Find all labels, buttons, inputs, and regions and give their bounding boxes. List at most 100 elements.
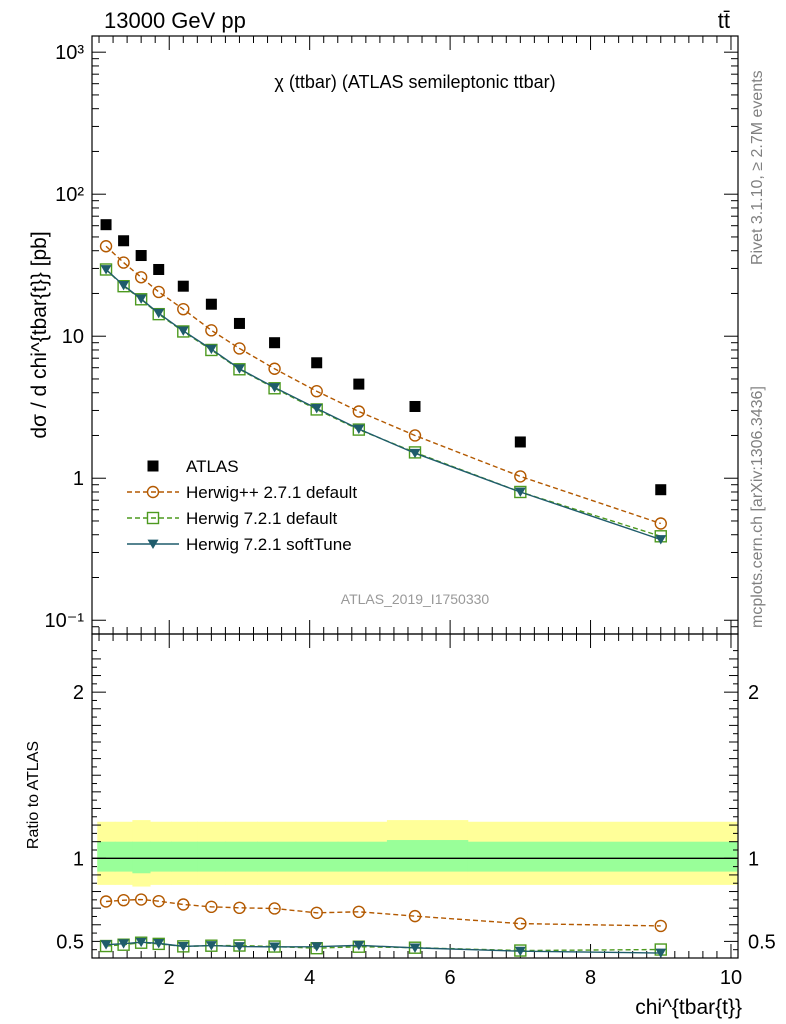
ratio-point-series-2 [655,948,667,958]
data-point-series-3 [205,344,217,355]
data-point-series-3 [153,308,165,319]
data-point-series-1 [134,271,148,284]
analysis-id: ATLAS_2019_I1750330 [341,591,490,607]
main-panel: 10⁻¹ 1 10 10² 10³ [45,35,739,958]
data-point-series-2 [205,343,218,357]
ratio-point-series-2 [233,942,245,952]
x-tick-label: 10 [720,967,742,989]
data-point-series-0 [100,219,112,231]
data-point-series-3 [409,448,421,459]
legend-marker [146,485,160,499]
data-point-series-1 [352,405,366,418]
process-label: 13000 GeV pp [104,8,246,33]
ratio-point-series-2 [118,939,130,949]
ratio-point-series-0 [99,895,113,908]
data-point-series-2 [99,263,113,276]
ratio-point-series-0 [134,893,148,906]
ratio-point-series-0 [268,902,281,915]
x-tick-label: 4 [304,967,315,989]
rivet-label: Rivet 3.1.10, ≥ 2.7M events [749,70,766,265]
data-point-series-3 [311,404,323,414]
ratio-point-series-2 [311,942,323,952]
data-point-series-3 [135,294,147,304]
legend-marker [147,539,159,549]
ratio-point-series-2 [177,941,189,952]
data-point-series-2 [233,363,246,376]
legend: ATLAS Herwig++ 2.7.1 default Herwig 7.2.1 … [127,457,357,554]
data-point-series-0 [135,250,147,262]
data-point-series-1 [310,384,323,398]
legend-label: Herwig 7.2.1 default [186,509,337,528]
data-point-series-2 [310,403,323,416]
y-tick-label: 1 [73,468,84,490]
ratio-point-series-2 [353,940,365,951]
final-state-label: tt̄ [718,8,730,33]
y-tick-label: 10 [62,326,84,348]
ratio-y-axis-title: Ratio to ATLAS [25,741,42,849]
band-green-bin [170,841,198,872]
analysis-title: χ (ttbar) (ATLAS semileptonic ttbar) [274,72,555,92]
data-point-series-2 [152,307,165,321]
y-tick-label: 10⁻¹ [45,610,85,632]
ratio-point-series-0 [152,894,165,908]
y-tick-label: 10² [55,184,84,206]
data-point-series-0 [205,298,217,310]
legend-marker [147,460,159,472]
data-point-series-0 [233,317,245,329]
legend-label: Herwig++ 2.7.1 default [186,483,357,502]
ratio-y-tick-label: 0.5 [748,931,776,953]
ratio-point-series-2 [153,938,165,949]
band-green-bin [590,841,738,872]
band-green-bin [386,840,469,872]
band-green-bin [197,841,227,872]
main-y-axis-title: dσ / d chi^{tbar{t}} [pb] [28,231,51,438]
band-green-bin [97,841,116,872]
band-green-bin [225,841,258,872]
ratio-point-series-0 [233,901,246,915]
data-point-series-3 [100,265,112,275]
ratio-point-series-0 [514,917,527,930]
ratio-point-series-0 [352,905,366,919]
data-point-series-0 [655,484,667,496]
x-tick-label: 8 [585,967,596,989]
ratio-y-tick-label: 2 [73,682,84,704]
legend-marker [146,511,160,525]
data-point-series-0 [269,337,281,349]
data-point-series-0 [514,436,526,448]
data-point-series-0 [118,235,130,247]
ratio-frame [91,633,739,959]
data-point-series-2 [134,293,148,306]
data-point-series-3 [233,364,245,374]
data-point-series-3 [655,535,667,545]
data-point-series-1 [177,302,190,316]
ratio-y-tick-label: 0.5 [56,931,84,953]
data-point-series-2 [352,423,366,436]
x-tick-label: 6 [445,967,456,989]
data-point-series-1 [408,429,422,442]
data-point-series-0 [409,400,421,412]
band-green-bin [132,841,151,874]
ratio-y-tick-label: 1 [73,848,84,870]
data-point-series-0 [311,357,323,369]
data-point-series-3 [353,424,365,434]
legend-label: Herwig 7.2.1 softTune [186,535,352,554]
ratio-point-series-0 [408,909,422,923]
ratio-point-series-0 [205,900,218,914]
data-point-series-0 [153,263,165,275]
series-line-1 [105,245,661,525]
ratio-y-tick-label: 2 [748,682,759,704]
ratio-point-series-0 [177,898,190,911]
ratio-point-series-0 [117,893,130,907]
ratio-point-series-2 [514,946,526,957]
ratio-point-series-0 [654,919,667,933]
ratio-point-series-2 [100,940,112,950]
data-point-series-1 [514,470,527,483]
ratio-y-tick-label: 1 [748,848,759,870]
x-tick-label: 2 [164,967,175,989]
data-point-series-3 [177,326,189,336]
data-point-series-1 [205,324,218,337]
band-green-bin [257,841,297,872]
data-point-series-3 [269,383,281,393]
legend-label: ATLAS [186,457,239,476]
